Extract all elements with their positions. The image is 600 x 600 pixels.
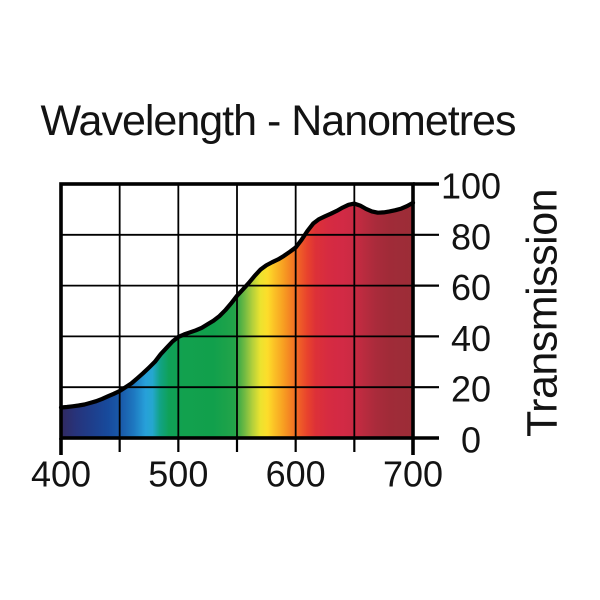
y-tick-label: 40 [451,318,491,359]
x-tick-label: 700 [383,454,443,495]
x-tick-label: 600 [266,454,326,495]
y-tick-label: 0 [461,420,481,461]
transmission-curve [58,200,416,410]
plot-border [59,182,415,440]
y-tick-label: 100 [441,166,501,207]
y-tick-label: 80 [451,216,491,257]
chart-title: Wavelength - Nanometres [40,97,517,145]
y-axis-title: Transmission [518,188,567,438]
y-tick-label: 20 [451,369,491,410]
y-tick-label: 60 [451,267,491,308]
x-tick-label: 500 [148,454,208,495]
x-tick-label: 400 [31,454,91,495]
